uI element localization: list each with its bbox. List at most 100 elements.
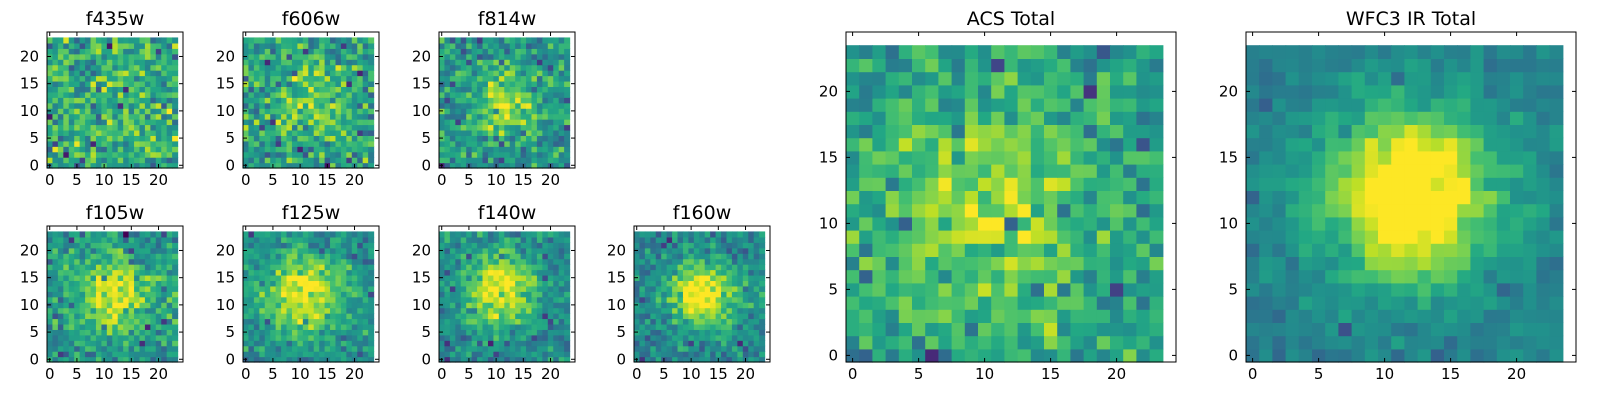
pixel [172,318,179,325]
pixel [63,140,70,147]
x-tick-label: 10 [487,365,506,383]
pixel [938,282,953,297]
pixel [1083,71,1098,86]
pixel [166,351,173,358]
pixel [144,253,151,260]
pixel [520,124,527,131]
pixel [449,258,456,265]
pixel [1136,150,1151,165]
pixel [319,269,326,276]
pixel [520,53,527,60]
pixel [52,102,59,109]
pixel [547,253,554,260]
pixel [498,162,505,169]
pixel [362,97,369,104]
pixel [726,313,733,320]
pixel [346,97,353,104]
pixel [466,119,473,126]
pixel [547,146,554,153]
pixel [362,329,369,336]
pixel [362,247,369,254]
pixel [172,80,179,87]
pixel [731,323,738,330]
pixel [275,329,282,336]
pixel [520,140,527,147]
pixel [112,108,119,115]
pixel [128,307,135,314]
pixel [482,70,489,77]
pixel [291,86,298,93]
pixel [898,282,913,297]
pixel [509,42,516,49]
pixel [536,242,543,249]
pixel [90,151,97,158]
pixel [259,135,266,142]
pixel [259,42,266,49]
pixel [351,80,358,87]
pixel [460,80,467,87]
pixel [335,329,342,336]
pixel [482,236,489,243]
pixel [155,135,162,142]
pixel [368,108,375,115]
pixel [85,285,92,292]
pixel [134,42,141,49]
pixel [1083,348,1098,363]
pixel [123,231,130,238]
pixel [95,264,102,271]
pixel [161,70,168,77]
pixel [1096,150,1111,165]
pixel [721,296,728,303]
pixel [526,351,533,358]
pixel [134,70,141,77]
pixel [498,236,505,243]
pixel [753,242,760,249]
pixel [68,162,75,169]
pixel [951,71,966,86]
pixel [1536,348,1551,363]
pixel [90,53,97,60]
pixel [564,296,571,303]
pixel [47,269,54,276]
pixel [455,97,462,104]
pixel [368,53,375,60]
pixel [699,285,706,292]
pixel [368,307,375,314]
pixel [106,157,113,164]
pixel [275,313,282,320]
pixel [340,269,347,276]
pixel [846,84,860,99]
pixel [553,48,560,55]
pixel [444,242,451,249]
pixel [564,291,571,298]
pixel [264,70,271,77]
pixel [346,296,353,303]
pixel [368,258,375,265]
pixel [672,318,679,325]
pixel [68,80,75,87]
pixel [704,258,711,265]
pixel [650,231,657,238]
pixel [644,253,651,260]
pixel [172,37,179,44]
pixel [1004,111,1019,125]
pixel [134,242,141,249]
pixel [666,291,673,298]
pixel [47,124,54,131]
pixel [286,70,293,77]
pixel [79,318,86,325]
pixel [759,334,766,341]
pixel [63,264,70,271]
pixel [302,48,309,55]
pixel [444,345,451,352]
pixel [753,323,760,330]
pixel [248,334,255,341]
pixel [439,334,446,341]
pixel [144,102,151,109]
pixel [644,236,651,243]
pixel [553,356,560,363]
pixel [106,80,113,87]
pixel [128,258,135,265]
pixel [1312,296,1326,310]
